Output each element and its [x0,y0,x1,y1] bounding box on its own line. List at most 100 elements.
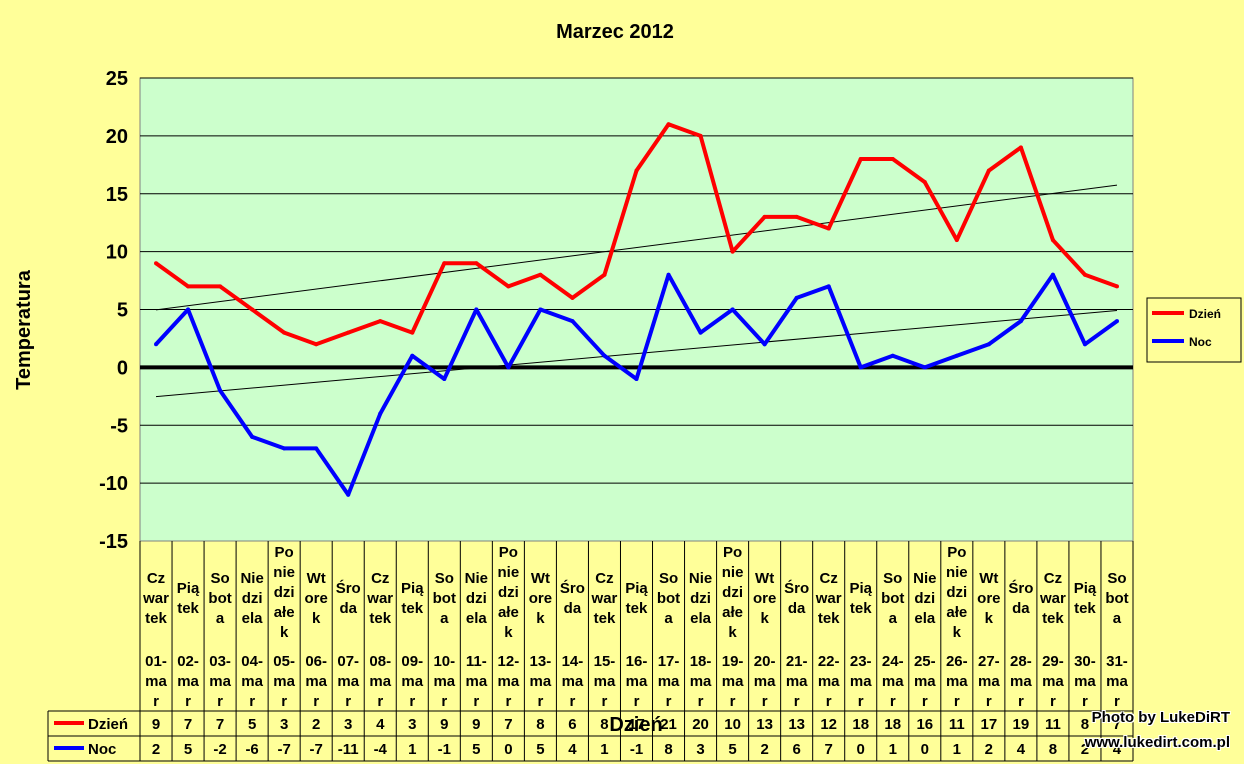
date-label: ma [145,673,167,690]
table-value: 7 [216,716,224,733]
data-point [474,261,479,266]
date-label: ma [209,673,231,690]
day-name-label: tek [401,600,423,617]
day-name-label: tek [145,610,167,627]
date-label: r [1114,693,1120,710]
date-label: r [281,693,287,710]
table-value: 1 [408,741,416,758]
table-value: 21 [660,716,677,733]
date-label: 12- [498,653,520,670]
date-label: 04- [241,653,263,670]
date-label: 06- [305,653,327,670]
data-point [410,353,415,358]
table-value: 9 [440,716,448,733]
day-name-label: ela [914,610,936,627]
date-label: r [441,693,447,710]
data-point [1114,284,1119,289]
date-label: r [826,693,832,710]
date-label: r [922,693,928,710]
date-label: 02- [177,653,199,670]
y-tick-label: 25 [106,68,128,90]
day-name-label: ałe [498,604,519,621]
day-name-label: bot [208,590,231,607]
date-label: r [313,693,319,710]
data-point [858,157,863,162]
data-point [218,388,223,393]
date-label: 09- [401,653,423,670]
table-value: 1 [889,741,897,758]
y-tick-label: 20 [106,126,128,148]
data-point [730,249,735,254]
day-name-label: da [339,600,357,617]
data-point [730,307,735,312]
date-label: r [505,693,511,710]
table-series-name: Noc [88,741,116,758]
data-point [602,272,607,277]
legend-label: Noc [1189,335,1212,349]
date-label: ma [914,673,936,690]
table-value: 13 [756,716,773,733]
data-point [378,319,383,324]
date-label: ma [946,673,968,690]
table-value: 9 [472,716,480,733]
data-point [442,376,447,381]
table-value: 4 [568,741,577,758]
table-value: 5 [472,741,480,758]
date-label: ma [369,673,391,690]
table-value: 4 [1113,741,1122,758]
date-label: 13- [530,653,552,670]
table-value: 11 [1045,716,1061,733]
date-label: 10- [433,653,455,670]
day-name-label: Cz [1044,570,1062,587]
date-label: ma [882,673,904,690]
date-label: 14- [562,653,584,670]
table-value: 8 [1049,741,1057,758]
day-name-label: a [889,610,898,627]
table-value: 4 [1017,741,1026,758]
day-name-label: So [659,570,678,587]
date-label: r [185,693,191,710]
table-value: 6 [568,716,576,733]
data-point [666,122,671,127]
day-name-label: ela [466,610,488,627]
day-name-label: da [788,600,806,617]
date-label: ma [594,673,616,690]
table-value: 19 [1013,716,1030,733]
day-name-label: ore [977,590,1000,607]
day-name-label: war [815,590,842,607]
date-label: r [473,693,479,710]
legend-box [1146,297,1242,363]
day-name-label: Po [723,544,742,561]
x-axis-label: Dzień [609,714,662,736]
day-name-label: k [953,624,962,641]
table-series-name: Dzień [88,716,128,733]
table-value: 1 [600,741,608,758]
date-label: ma [337,673,359,690]
trendline [155,184,1118,311]
table-value: 3 [344,716,352,733]
date-label: 21- [786,653,808,670]
day-name-label: ałe [946,604,967,621]
table-value: 5 [184,741,192,758]
day-name-label: Wt [531,570,550,587]
day-name-label: war [591,590,618,607]
day-name-label: Śro [336,579,361,597]
data-point [1082,342,1087,347]
date-label: 23- [850,653,872,670]
day-name-label: k [760,610,769,627]
day-name-label: k [536,610,545,627]
day-name-label: ela [690,610,712,627]
date-label: r [730,693,736,710]
date-label: r [794,693,800,710]
day-name-label: a [216,610,225,627]
day-name-label: So [435,570,454,587]
day-name-label: war [142,590,169,607]
data-point [506,365,511,370]
date-label: ma [241,673,263,690]
date-label: 20- [754,653,776,670]
date-label: r [570,693,576,710]
day-name-label: ałe [274,604,295,621]
day-name-label: dzi [498,584,519,601]
day-name-label: a [440,610,449,627]
date-label: 26- [946,653,968,670]
